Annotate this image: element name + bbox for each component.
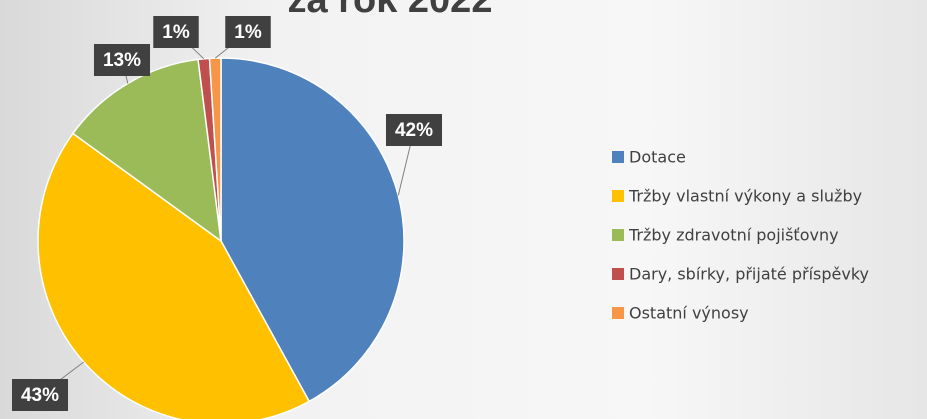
legend-swatch (612, 268, 624, 280)
pie-slice (208, 57, 222, 242)
data-label-box (153, 16, 199, 48)
data-label: 13% (103, 50, 141, 71)
legend-swatch (612, 229, 624, 241)
data-label: 1% (234, 22, 262, 43)
legend-swatch (612, 307, 624, 319)
data-label-box (385, 114, 443, 146)
chart-title: za rok 2022 (288, 0, 493, 21)
legend-label: Dotace (629, 148, 686, 167)
pie-slice (220, 57, 405, 403)
data-label-box (225, 16, 271, 48)
legend-swatch (612, 151, 624, 163)
legend-label: Dary, sbírky, přijaté příspěvky (629, 265, 869, 284)
data-label: 42% (395, 120, 433, 141)
data-label-box (11, 379, 69, 411)
legend-label: Tržby zdravotní pojišťovny (628, 226, 839, 245)
legend-swatch (612, 190, 624, 202)
data-label-box (93, 44, 151, 76)
legend-label: Ostatní výnosy (629, 304, 749, 323)
data-label: 43% (21, 385, 59, 406)
legend-label: Tržby vlastní výkony a služby (628, 187, 862, 206)
data-label: 1% (162, 22, 190, 43)
